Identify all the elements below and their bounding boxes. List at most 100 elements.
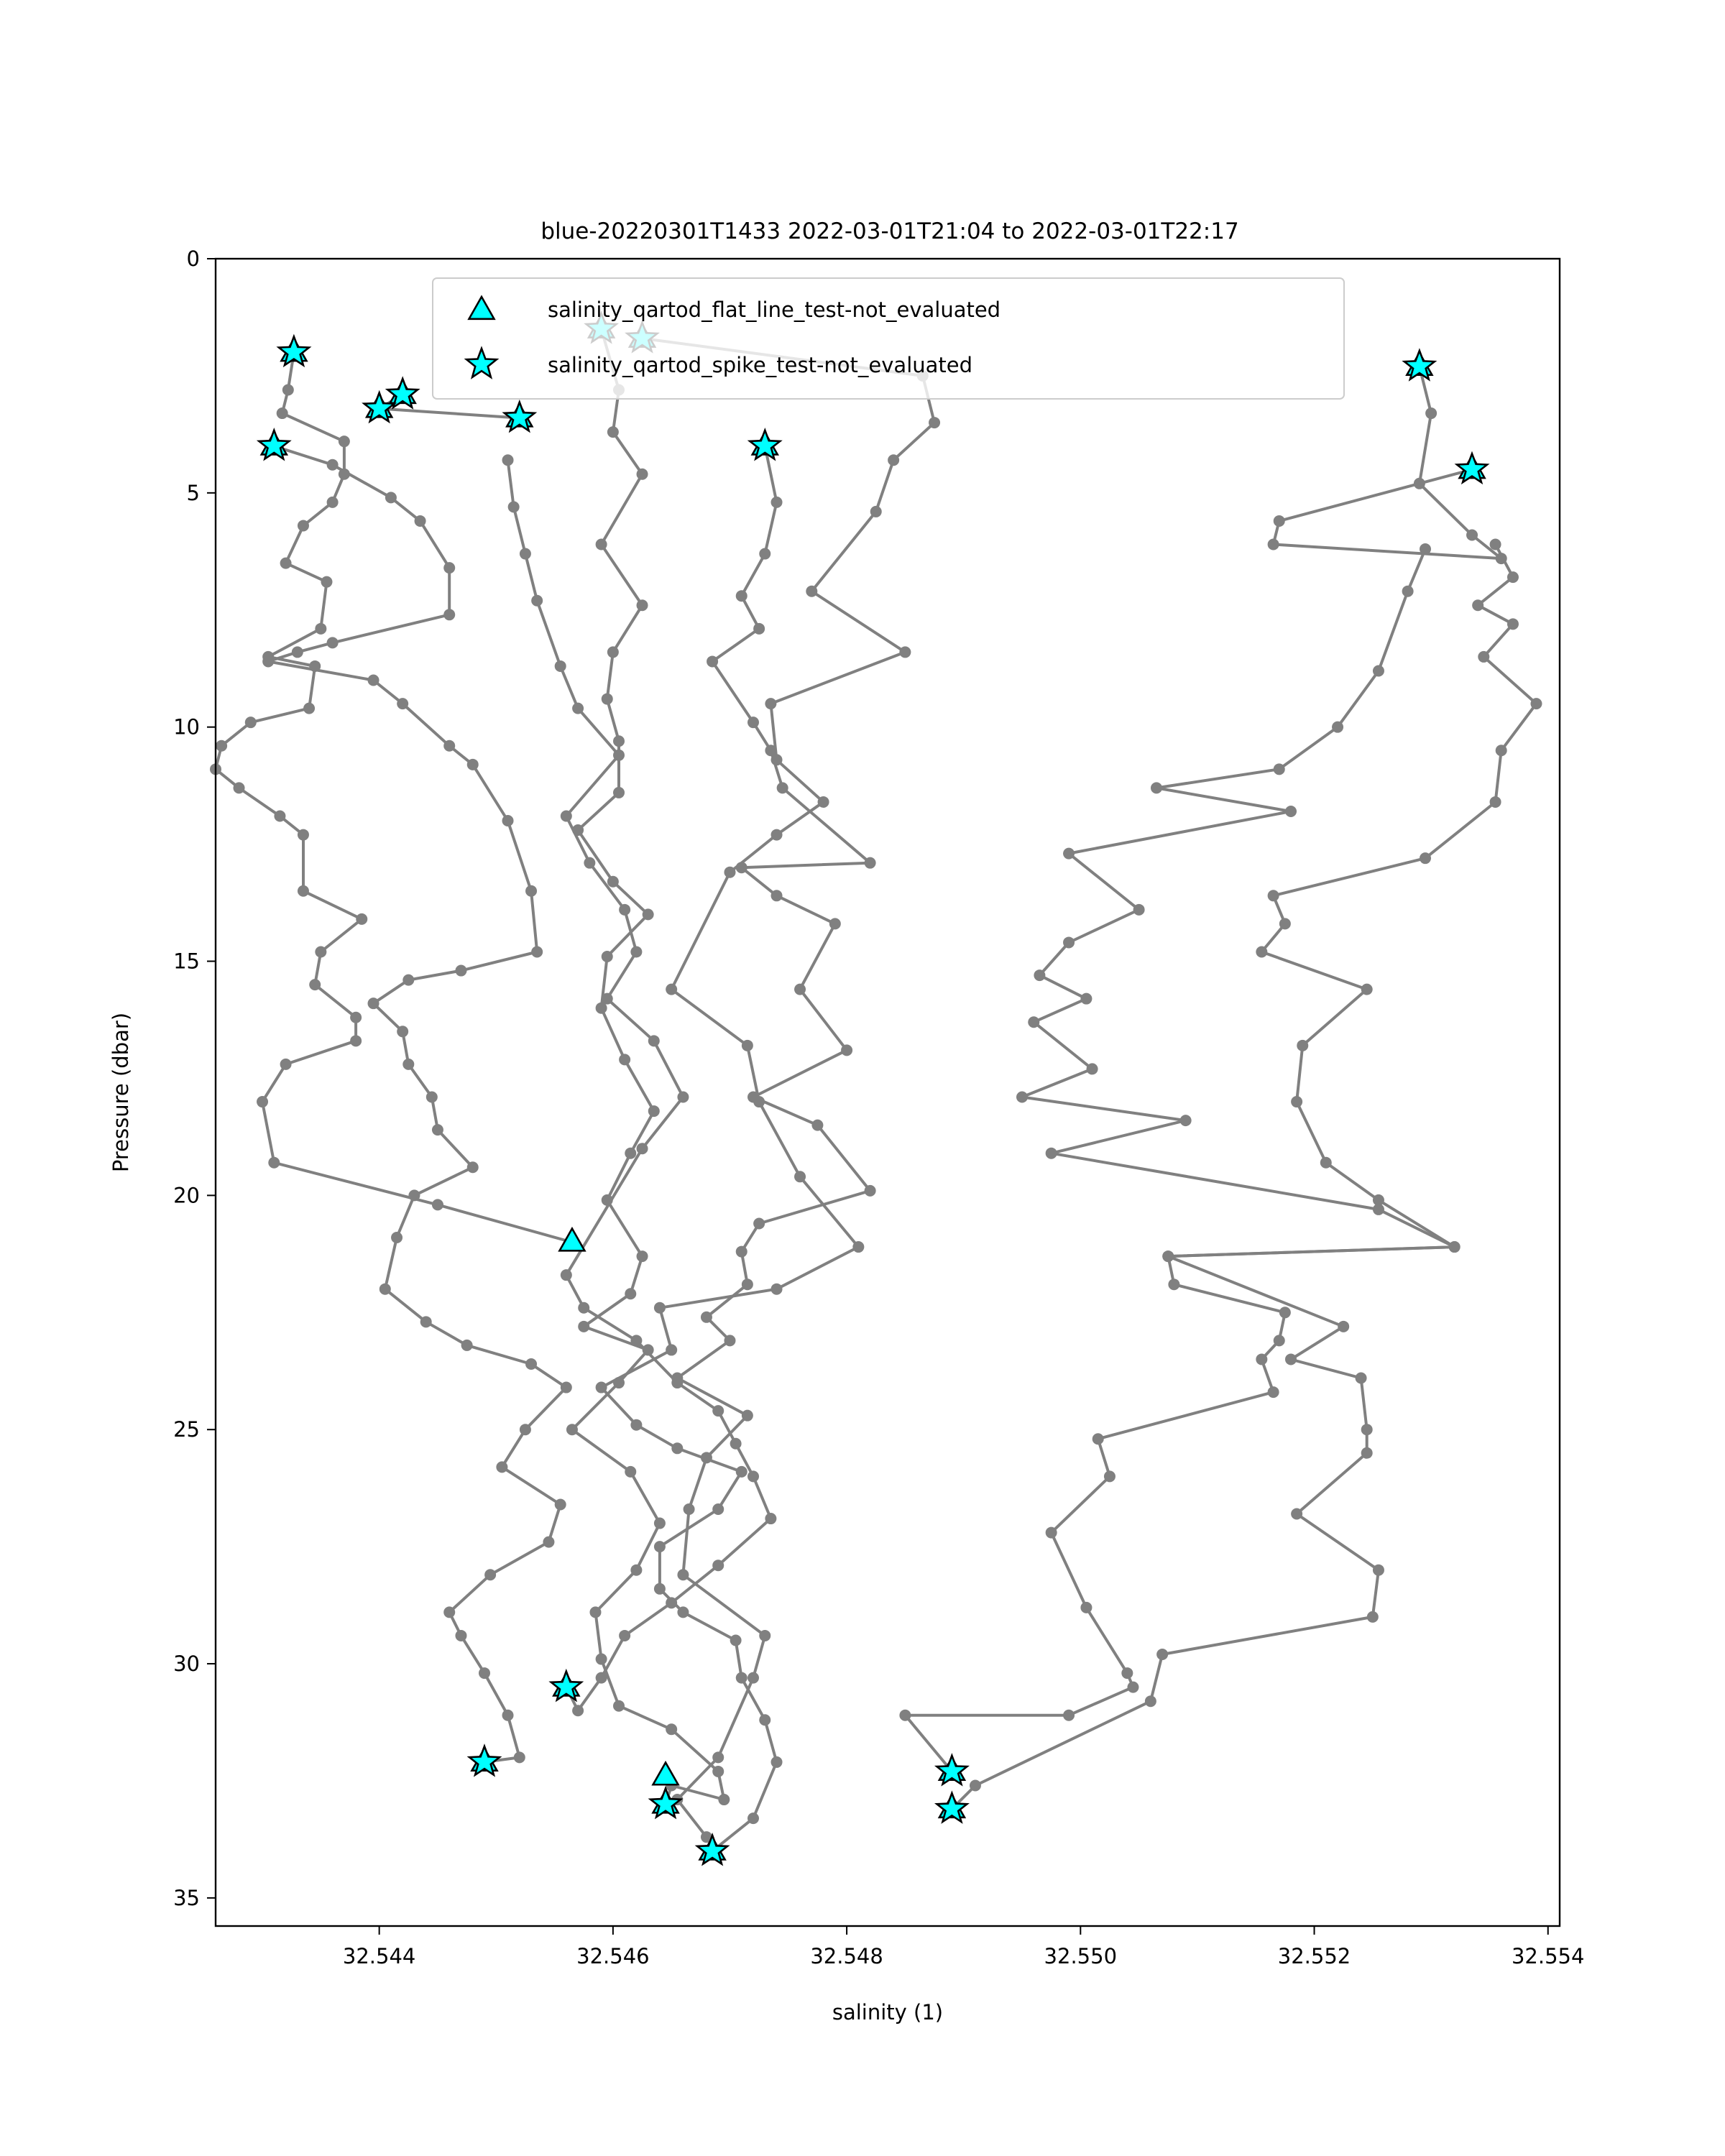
y-tick-label: 0: [187, 247, 200, 271]
data-point: [543, 1536, 555, 1548]
data-point: [748, 717, 759, 729]
data-point: [1144, 1695, 1156, 1708]
data-point: [636, 599, 648, 612]
data-point: [466, 1161, 479, 1174]
data-point: [233, 782, 245, 794]
data-point: [666, 1597, 678, 1609]
star-marker: [648, 1785, 684, 1820]
data-point: [748, 1812, 759, 1825]
data-point: [748, 1470, 759, 1483]
legend-label: salinity_qartod_flat_line_test-not_evalu…: [548, 298, 1000, 322]
data-point: [770, 829, 783, 841]
data-point: [1297, 1039, 1309, 1051]
star-marker: [1454, 451, 1490, 485]
data-point: [595, 1381, 607, 1393]
profile-series: [262, 440, 572, 1768]
data-point: [461, 1339, 473, 1351]
data-point: [303, 702, 316, 714]
data-point: [794, 983, 806, 995]
data-point: [297, 829, 309, 841]
data-point: [519, 548, 531, 560]
series-line: [599, 336, 936, 1853]
data-point: [724, 866, 736, 878]
data-point: [257, 1096, 269, 1108]
data-point: [899, 646, 911, 658]
data-point: [276, 407, 288, 420]
data-point: [350, 1011, 362, 1023]
profile-series: [899, 538, 1542, 1777]
data-point: [420, 1316, 432, 1328]
profile-series: [595, 332, 941, 1857]
y-tick-label: 35: [173, 1886, 200, 1910]
data-point: [613, 735, 625, 747]
data-point: [642, 1344, 654, 1356]
data-point: [391, 1232, 403, 1244]
data-point: [770, 754, 783, 766]
data-point: [741, 1039, 753, 1051]
data-point: [443, 609, 456, 621]
data-point: [1080, 992, 1092, 1005]
data-point: [712, 1751, 724, 1764]
data-point: [718, 1794, 730, 1806]
data-point: [712, 1560, 724, 1572]
data-point: [1420, 543, 1431, 556]
series-line: [950, 548, 1456, 1810]
data-point: [707, 655, 719, 668]
data-point: [1478, 650, 1490, 663]
data-point: [402, 974, 415, 986]
y-tick-label: 5: [187, 481, 200, 505]
data-point: [379, 1283, 391, 1295]
star-marker: [694, 1832, 730, 1866]
data-point: [244, 717, 257, 729]
data-point: [648, 1035, 660, 1047]
y-axis-ticks: 0 5 10 15 20 25 30 35: [173, 247, 216, 1910]
data-point: [1133, 903, 1145, 916]
star-marker: [747, 428, 783, 461]
triangle-marker: [651, 1760, 680, 1786]
data-point: [1489, 538, 1501, 550]
data-point: [566, 1424, 578, 1436]
data-point: [1291, 1508, 1303, 1520]
data-point: [1506, 571, 1519, 584]
data-point: [671, 1442, 684, 1455]
data-point: [712, 1405, 724, 1417]
data-point: [589, 1606, 602, 1618]
y-axis-label: Pressure (dbar): [109, 1013, 133, 1172]
data-point: [1045, 1526, 1057, 1539]
data-point: [1151, 782, 1162, 794]
data-point: [759, 548, 771, 560]
data-point: [1256, 1353, 1268, 1365]
data-point: [1179, 1115, 1192, 1127]
data-point: [653, 1583, 666, 1595]
y-tick-label: 20: [173, 1183, 200, 1207]
data-point: [899, 1709, 911, 1721]
star-marker: [256, 427, 292, 461]
data-point: [630, 1564, 643, 1576]
data-point: [443, 562, 456, 574]
data-point: [350, 1035, 362, 1047]
data-point: [443, 1606, 456, 1618]
data-point: [502, 1709, 514, 1721]
data-point: [1338, 1320, 1350, 1332]
data-point: [1273, 763, 1285, 775]
data-point: [829, 918, 841, 930]
data-point: [770, 1283, 783, 1295]
data-point: [1320, 1156, 1332, 1169]
data-point: [630, 1419, 643, 1431]
data-point: [864, 857, 876, 869]
data-point: [601, 992, 613, 1005]
data-point: [1267, 538, 1279, 550]
data-point: [315, 946, 327, 958]
data-point: [653, 1517, 666, 1529]
data-point: [1355, 1372, 1367, 1384]
x-tick-label: 32.552: [1278, 1944, 1351, 1968]
data-point: [601, 693, 613, 705]
data-point: [607, 426, 619, 438]
data-point: [735, 1672, 748, 1684]
data-point: [636, 1143, 648, 1155]
legend-label: salinity_qartod_spike_test-not_evaluated: [548, 353, 972, 377]
profile-series: [671, 440, 876, 1843]
series-layer: [210, 323, 1542, 1857]
data-point: [216, 740, 228, 752]
data-point: [326, 459, 339, 471]
